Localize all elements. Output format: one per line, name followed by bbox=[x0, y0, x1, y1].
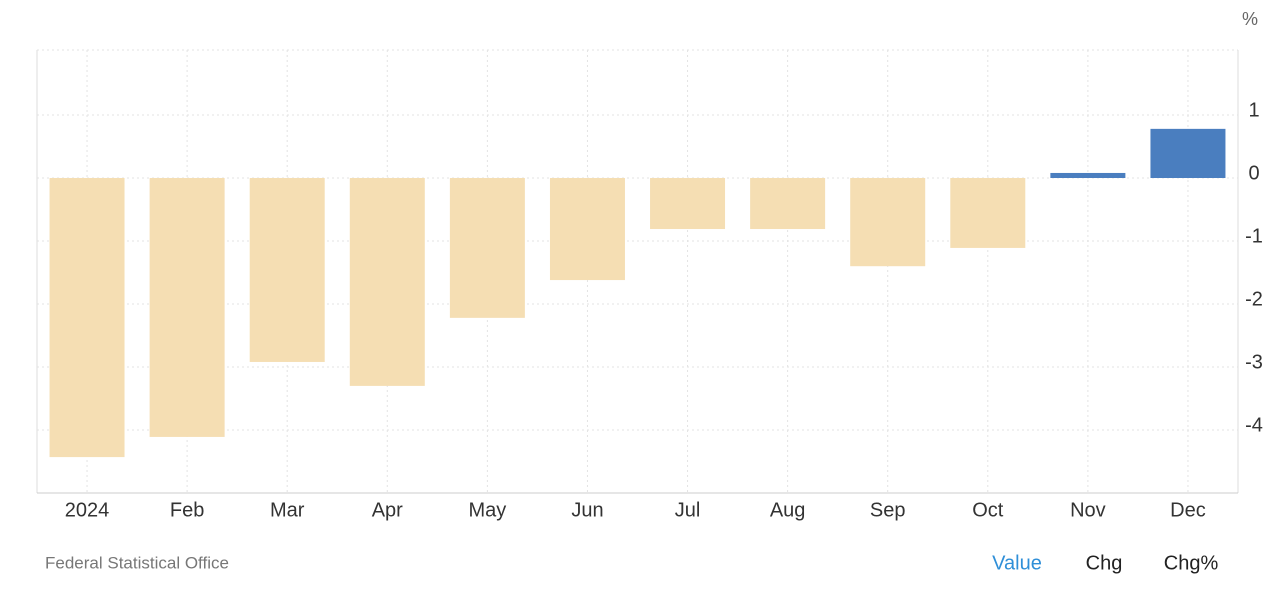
x-tick-label: Dec bbox=[1170, 499, 1206, 521]
chg-pct-button[interactable]: Chg% bbox=[1164, 552, 1219, 574]
bar bbox=[549, 178, 625, 281]
y-tick-label: -1 bbox=[1245, 225, 1263, 247]
bar bbox=[149, 178, 225, 437]
bar bbox=[49, 178, 125, 458]
bar bbox=[249, 178, 325, 362]
bar bbox=[850, 178, 926, 267]
bar bbox=[1050, 172, 1126, 178]
x-tick-label: Mar bbox=[270, 499, 305, 521]
y-tick-label: 1 bbox=[1248, 99, 1259, 121]
bar bbox=[750, 178, 826, 230]
y-tick-label: 0 bbox=[1248, 162, 1259, 184]
value-button[interactable]: Value bbox=[992, 552, 1042, 574]
chg-button[interactable]: Chg bbox=[1086, 552, 1123, 574]
y-tick-label: -3 bbox=[1245, 351, 1263, 373]
x-tick-label: Nov bbox=[1070, 499, 1106, 521]
source: Federal Statistical Office bbox=[45, 553, 229, 572]
x-tick-label: Sep bbox=[870, 499, 906, 521]
x-tick-label: Feb bbox=[170, 499, 204, 521]
x-tick-label: Aug bbox=[770, 499, 806, 521]
y-tick-label: -4 bbox=[1245, 414, 1263, 436]
y-tick-label: -2 bbox=[1245, 288, 1263, 310]
x-tick-label: Jul bbox=[675, 499, 701, 521]
x-tick-label: Oct bbox=[972, 499, 1004, 521]
x-tick-label: Jun bbox=[571, 499, 603, 521]
bar bbox=[349, 178, 425, 386]
bar bbox=[449, 178, 525, 318]
bar bbox=[1150, 128, 1226, 178]
bar bbox=[950, 178, 1026, 248]
unit-label: % bbox=[1242, 9, 1258, 29]
x-tick-label: Apr bbox=[372, 499, 403, 521]
bar bbox=[650, 178, 726, 230]
x-tick-label: May bbox=[468, 499, 506, 521]
x-tick-label: 2024 bbox=[65, 499, 110, 521]
